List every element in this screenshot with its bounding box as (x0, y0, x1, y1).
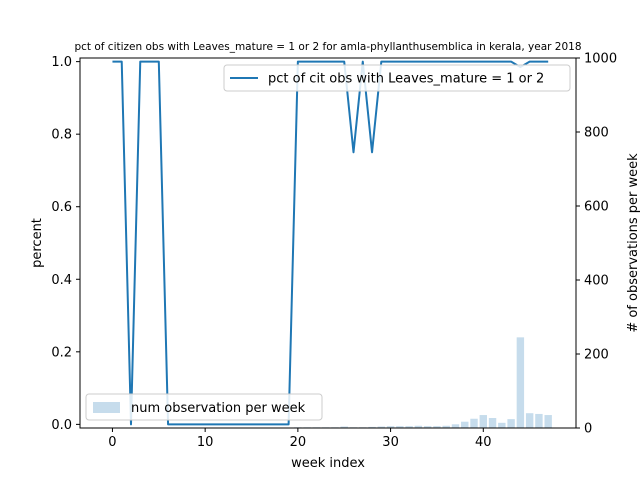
bar (386, 426, 395, 428)
x-tick-label: 30 (382, 435, 399, 450)
bar (433, 426, 441, 428)
y2-axis: 0 200 400 600 800 1000 (576, 52, 617, 437)
chart-title: pct of citizen obs with Leaves_mature = … (74, 41, 581, 53)
bar (405, 426, 413, 428)
x-tick-label: 40 (475, 435, 492, 450)
y-axis-label: percent (30, 218, 45, 268)
bar (507, 419, 515, 428)
series-line (112, 60, 549, 426)
y-tick-label: 0.0 (51, 418, 72, 433)
y2-axis-label: # of observations per week (626, 153, 640, 333)
y-tick-label: 0.2 (51, 345, 72, 360)
bar (423, 426, 432, 428)
bar (544, 415, 552, 428)
y2-tick-label: 0 (584, 422, 592, 437)
bar (442, 425, 450, 428)
x-axis-label: week index (291, 456, 365, 471)
y2-tick-label: 200 (584, 348, 609, 363)
x-tick-label: 10 (197, 435, 214, 450)
bar (525, 413, 534, 428)
bar (461, 421, 469, 428)
bar (470, 418, 478, 428)
y2-tick-label: 800 (584, 126, 609, 141)
bar (396, 426, 404, 428)
bar (451, 424, 460, 428)
x-axis: 0 10 20 30 40 (108, 428, 492, 450)
legend-bars-box (85, 393, 323, 421)
bar (488, 418, 497, 428)
legend-bars-label: num observation per week (131, 401, 306, 416)
x-tick-label: 20 (290, 435, 307, 450)
y-tick-label: 0.4 (51, 273, 72, 288)
bar (368, 426, 376, 428)
y-tick-label: 1.0 (51, 55, 72, 70)
y-axis: 0.0 0.2 0.4 0.6 0.8 1.0 (51, 55, 80, 433)
bar (414, 425, 423, 428)
legend-line: pct of cit obs with Leaves_mature = 1 or… (223, 64, 571, 92)
x-tick-label: 0 (108, 435, 116, 450)
bar (535, 413, 543, 428)
bar (377, 426, 386, 428)
y2-tick-label: 1000 (584, 52, 617, 67)
legend-line-label: pct of cit obs with Leaves_mature = 1 or… (268, 72, 544, 87)
legend-bars-swatch (93, 402, 120, 413)
bar (340, 426, 348, 428)
legend-bars: num observation per week (85, 393, 323, 421)
bar (516, 337, 525, 428)
y2-tick-label: 400 (584, 274, 609, 289)
y-tick-label: 0.6 (51, 200, 72, 215)
bar (479, 415, 487, 428)
plot-frame (79, 57, 577, 429)
line-series (112, 60, 549, 426)
y-tick-label: 0.8 (51, 128, 72, 143)
legend-line-box (223, 64, 571, 92)
y2-tick-label: 600 (584, 200, 609, 215)
bar (498, 422, 506, 428)
